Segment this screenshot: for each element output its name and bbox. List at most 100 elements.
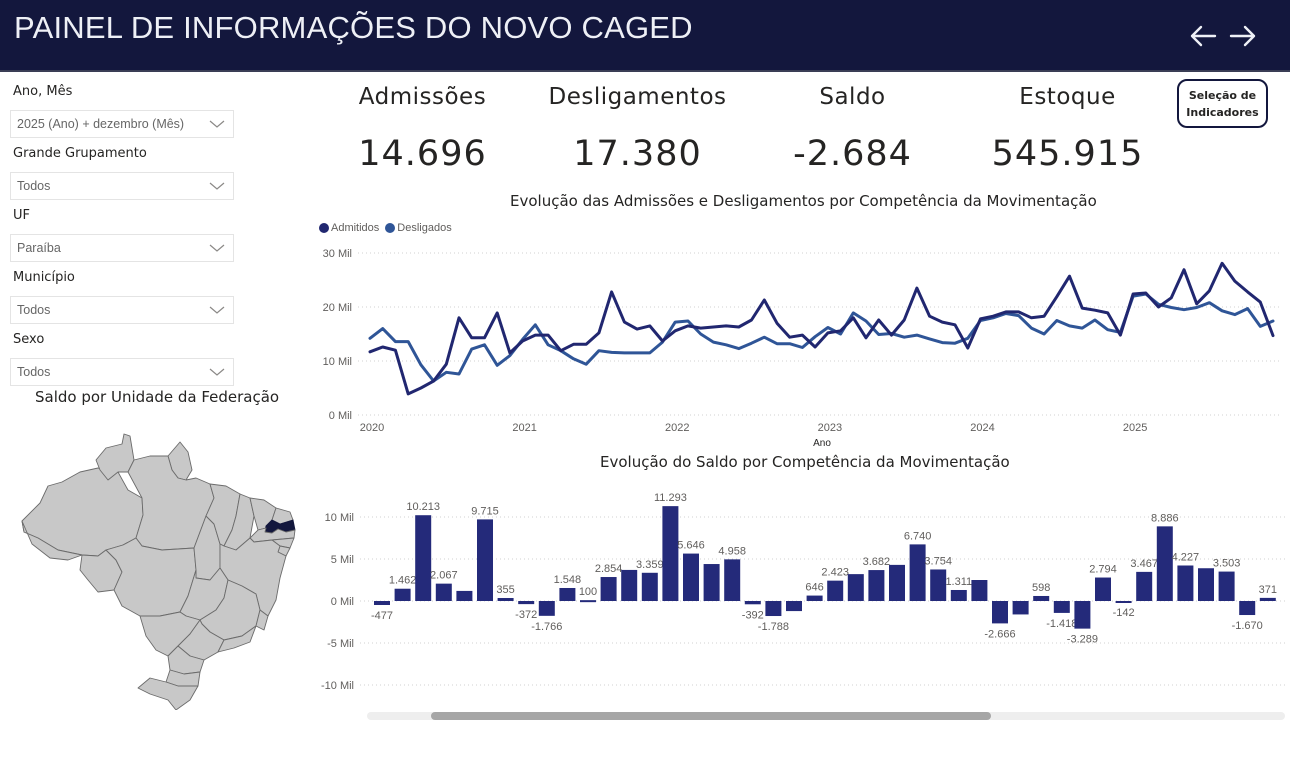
line-point-desligados[interactable] <box>1269 317 1277 325</box>
line-point-admitidos[interactable] <box>633 325 641 333</box>
bar[interactable] <box>600 577 617 601</box>
line-point-desligados[interactable] <box>811 333 819 341</box>
line-point-admitidos[interactable] <box>1231 277 1239 285</box>
forward-button[interactable] <box>1226 16 1260 56</box>
bar[interactable] <box>621 569 638 601</box>
filter-dropdown-1[interactable]: Todos <box>10 172 234 200</box>
line-point-admitidos[interactable] <box>1180 266 1188 274</box>
bar[interactable] <box>806 595 823 601</box>
line-point-admitidos[interactable] <box>595 329 603 337</box>
line-point-admitidos[interactable] <box>1066 272 1074 280</box>
line-point-admitidos[interactable] <box>1218 259 1226 267</box>
bar[interactable] <box>394 588 411 601</box>
line-point-admitidos[interactable] <box>760 296 768 304</box>
bar[interactable] <box>889 564 905 601</box>
line-point-admitidos[interactable] <box>786 333 794 341</box>
bar[interactable] <box>1095 577 1111 601</box>
bar[interactable] <box>765 601 782 617</box>
line-point-desligados[interactable] <box>773 340 781 348</box>
bar[interactable] <box>1053 601 1070 613</box>
line-point-admitidos[interactable] <box>1193 300 1201 308</box>
line-point-admitidos[interactable] <box>1027 314 1035 322</box>
bar[interactable] <box>683 553 699 601</box>
line-point-desligados[interactable] <box>595 347 603 355</box>
line-point-desligados[interactable] <box>1218 307 1226 315</box>
line-point-admitidos[interactable] <box>442 360 450 368</box>
line-point-admitidos[interactable] <box>748 316 756 324</box>
line-point-admitidos[interactable] <box>1104 309 1112 317</box>
line-point-admitidos[interactable] <box>506 349 514 357</box>
bar[interactable] <box>456 590 473 601</box>
line-point-desligados[interactable] <box>938 339 946 347</box>
back-button[interactable] <box>1186 16 1220 56</box>
line-point-desligados[interactable] <box>913 331 921 339</box>
line-point-desligados[interactable] <box>875 331 883 339</box>
bar[interactable] <box>909 544 926 601</box>
line-point-admitidos[interactable] <box>1142 289 1150 297</box>
line-point-desligados[interactable] <box>544 341 552 349</box>
bar[interactable] <box>992 601 1008 624</box>
line-point-desligados[interactable] <box>379 325 387 333</box>
bar[interactable] <box>497 598 514 601</box>
bar[interactable] <box>477 519 493 601</box>
line-point-admitidos[interactable] <box>430 377 438 385</box>
bar[interactable] <box>1156 526 1173 601</box>
line-point-admitidos[interactable] <box>938 318 946 326</box>
line-point-admitidos[interactable] <box>951 321 959 329</box>
bar[interactable] <box>744 601 761 605</box>
line-point-admitidos[interactable] <box>989 312 997 320</box>
line-point-admitidos[interactable] <box>1129 290 1137 298</box>
bar[interactable] <box>1012 601 1029 615</box>
line-point-admitidos[interactable] <box>1015 308 1023 316</box>
bar[interactable] <box>374 601 390 606</box>
line-point-admitidos[interactable] <box>1078 304 1086 312</box>
line-point-admitidos[interactable] <box>824 329 832 337</box>
line-point-desligados[interactable] <box>722 341 730 349</box>
line-point-desligados[interactable] <box>493 361 501 369</box>
line-point-admitidos[interactable] <box>646 322 654 330</box>
line-point-admitidos[interactable] <box>811 343 819 351</box>
bar[interactable] <box>1074 601 1091 629</box>
line-point-admitidos[interactable] <box>659 337 667 345</box>
line-point-admitidos[interactable] <box>544 331 552 339</box>
line-point-desligados[interactable] <box>1053 317 1061 325</box>
bar[interactable] <box>971 580 988 601</box>
line-point-desligados[interactable] <box>391 338 399 346</box>
line-point-admitidos[interactable] <box>1091 306 1099 314</box>
bar-chart-scrollbar-thumb[interactable] <box>431 712 991 720</box>
line-point-admitidos[interactable] <box>1256 298 1264 306</box>
line-point-desligados[interactable] <box>1167 304 1175 312</box>
line-point-desligados[interactable] <box>951 339 959 347</box>
line-point-admitidos[interactable] <box>709 323 717 331</box>
line-point-desligados[interactable] <box>1091 316 1099 324</box>
line-point-desligados[interactable] <box>1205 299 1213 307</box>
line-point-admitidos[interactable] <box>697 324 705 332</box>
line-point-admitidos[interactable] <box>1155 303 1163 311</box>
bar[interactable] <box>786 601 802 612</box>
bar[interactable] <box>1239 601 1256 616</box>
bar[interactable] <box>1115 601 1132 603</box>
line-point-desligados[interactable] <box>620 349 628 357</box>
line-point-desligados[interactable] <box>748 339 756 347</box>
bar[interactable] <box>1259 597 1276 601</box>
line-point-desligados[interactable] <box>798 344 806 352</box>
legend-item-admitidos[interactable]: Admitidos <box>319 222 379 234</box>
line-series-admitidos[interactable] <box>368 261 1275 396</box>
line-point-desligados[interactable] <box>633 349 641 357</box>
line-point-admitidos[interactable] <box>608 288 616 296</box>
line-point-admitidos[interactable] <box>1040 312 1048 320</box>
bar[interactable] <box>662 506 679 601</box>
line-point-desligados[interactable] <box>569 355 577 363</box>
line-point-desligados[interactable] <box>404 338 412 346</box>
bar[interactable] <box>1198 568 1214 601</box>
line-point-admitidos[interactable] <box>468 334 476 342</box>
bar[interactable] <box>847 574 864 601</box>
line-point-admitidos[interactable] <box>366 348 374 356</box>
line-point-admitidos[interactable] <box>1269 332 1277 340</box>
brazil-map[interactable] <box>10 420 300 710</box>
bar[interactable] <box>724 559 741 601</box>
filter-dropdown-3[interactable]: Todos <box>10 296 234 324</box>
line-point-admitidos[interactable] <box>887 331 895 339</box>
bar[interactable] <box>518 601 535 605</box>
line-point-admitidos[interactable] <box>684 322 692 330</box>
